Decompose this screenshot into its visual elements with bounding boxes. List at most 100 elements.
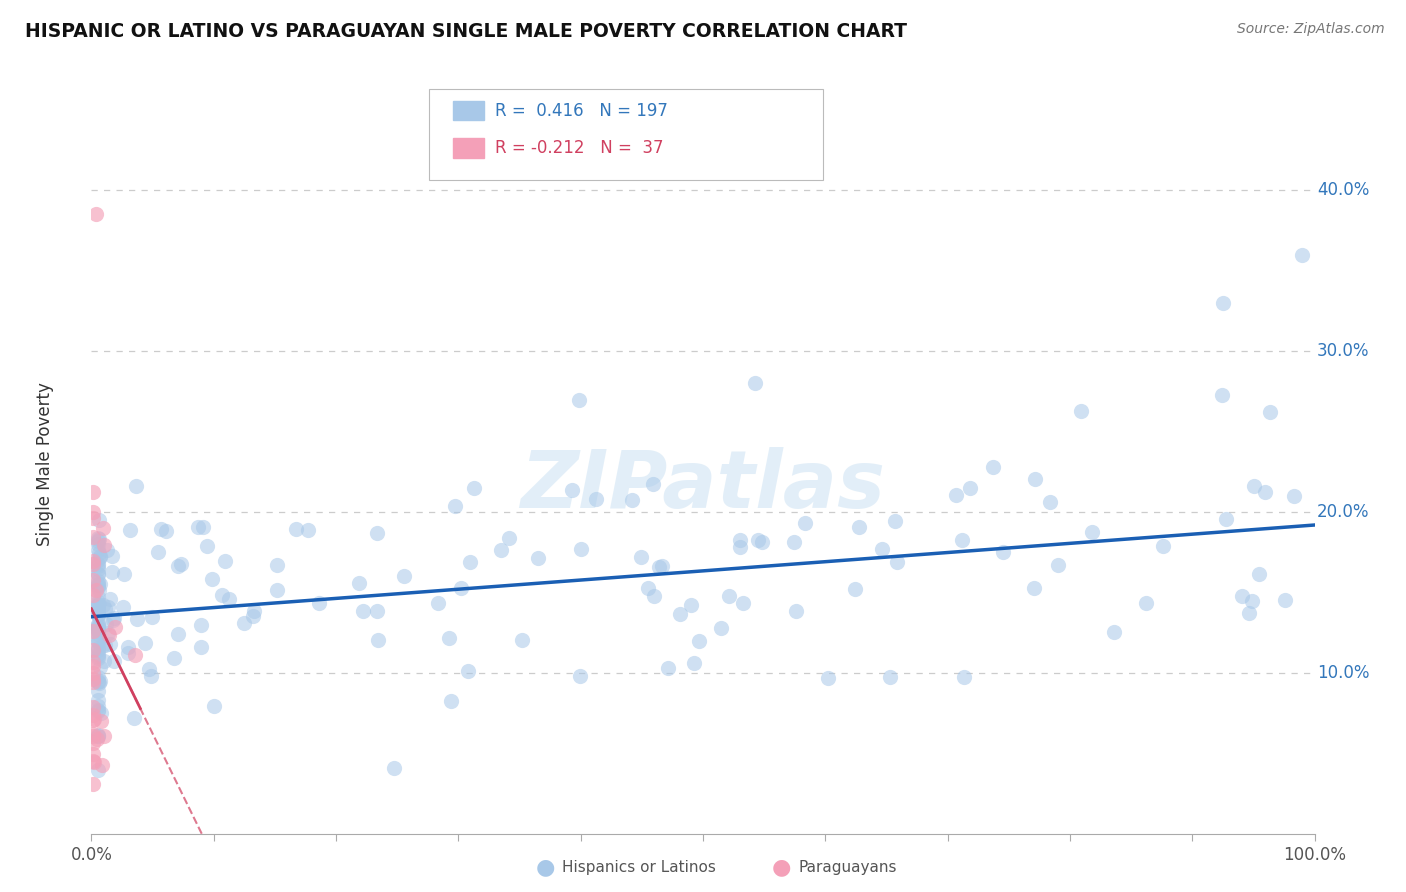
Point xyxy=(96,625,118,640)
Point xyxy=(82,530,104,544)
Point xyxy=(86,574,108,589)
Point xyxy=(86,566,108,581)
Point xyxy=(630,550,652,565)
Point xyxy=(82,729,104,743)
Point xyxy=(125,479,148,493)
Point xyxy=(440,694,463,708)
Point xyxy=(86,600,108,615)
Point xyxy=(457,664,479,678)
Point xyxy=(844,582,866,596)
Point xyxy=(266,558,288,573)
Point xyxy=(82,699,104,714)
Point xyxy=(1232,589,1254,603)
Point xyxy=(643,589,665,603)
Point xyxy=(1258,405,1281,419)
Point xyxy=(86,631,108,645)
Point xyxy=(122,711,145,725)
Point xyxy=(86,729,108,743)
Point xyxy=(166,627,188,641)
Point xyxy=(347,576,370,591)
Point xyxy=(82,736,104,750)
Text: R =  0.416   N = 197: R = 0.416 N = 197 xyxy=(495,102,668,120)
Point xyxy=(141,668,163,682)
Point xyxy=(87,532,110,546)
Point xyxy=(86,670,108,684)
Point xyxy=(527,550,550,565)
Point xyxy=(568,669,591,683)
Point xyxy=(86,763,108,777)
Point xyxy=(98,637,121,651)
Point xyxy=(86,698,108,713)
Point xyxy=(1211,388,1233,402)
Point xyxy=(793,516,815,530)
Point xyxy=(91,521,114,535)
Point xyxy=(86,595,108,609)
Point xyxy=(382,761,405,775)
Point xyxy=(952,533,974,547)
Point xyxy=(953,670,976,684)
Point xyxy=(1247,567,1270,582)
Point xyxy=(103,613,125,627)
Point xyxy=(125,612,148,626)
Point xyxy=(86,620,108,634)
Point xyxy=(103,610,125,624)
Point xyxy=(86,624,108,639)
Point xyxy=(744,376,766,391)
Point xyxy=(87,582,110,597)
Point xyxy=(94,639,117,653)
Point xyxy=(87,597,110,611)
Point xyxy=(352,604,374,618)
Point xyxy=(87,674,110,689)
Point xyxy=(641,476,664,491)
Point xyxy=(170,558,193,572)
Point xyxy=(82,708,104,723)
Point xyxy=(82,713,104,727)
Point xyxy=(118,523,141,537)
Point xyxy=(93,638,115,652)
Point xyxy=(86,543,108,558)
Point xyxy=(86,578,108,592)
Point xyxy=(367,633,389,648)
Point xyxy=(86,624,108,638)
Point xyxy=(101,549,124,563)
Point xyxy=(308,596,330,610)
Point xyxy=(83,712,105,726)
Point xyxy=(561,483,583,497)
Point xyxy=(86,608,108,623)
Point xyxy=(86,640,108,655)
Point xyxy=(187,520,209,534)
Point xyxy=(89,576,111,591)
Point xyxy=(93,602,115,616)
Point xyxy=(991,545,1014,559)
Point xyxy=(166,558,188,573)
Point xyxy=(366,604,388,618)
Text: ●: ● xyxy=(772,857,792,877)
Point xyxy=(883,514,905,528)
Point xyxy=(886,555,908,569)
Point xyxy=(86,620,108,634)
Point xyxy=(86,729,108,743)
Point xyxy=(82,642,104,657)
Point xyxy=(86,647,108,661)
Point xyxy=(1212,296,1234,310)
Text: 30.0%: 30.0% xyxy=(1317,343,1369,360)
Point xyxy=(879,670,901,684)
Point xyxy=(498,531,520,545)
Point xyxy=(568,393,591,408)
Point xyxy=(86,728,108,742)
Point xyxy=(86,558,108,573)
Point xyxy=(709,621,731,635)
Point xyxy=(82,624,104,638)
Point xyxy=(117,640,139,654)
Text: Hispanics or Latinos: Hispanics or Latinos xyxy=(562,860,716,874)
Point xyxy=(86,703,108,717)
Point xyxy=(728,533,751,548)
Point xyxy=(463,481,485,495)
Point xyxy=(86,732,108,747)
Text: 20.0%: 20.0% xyxy=(1317,503,1369,521)
Point xyxy=(86,553,108,567)
Point xyxy=(98,592,121,607)
Point xyxy=(91,758,114,772)
Point xyxy=(195,540,218,554)
Point xyxy=(86,598,108,612)
